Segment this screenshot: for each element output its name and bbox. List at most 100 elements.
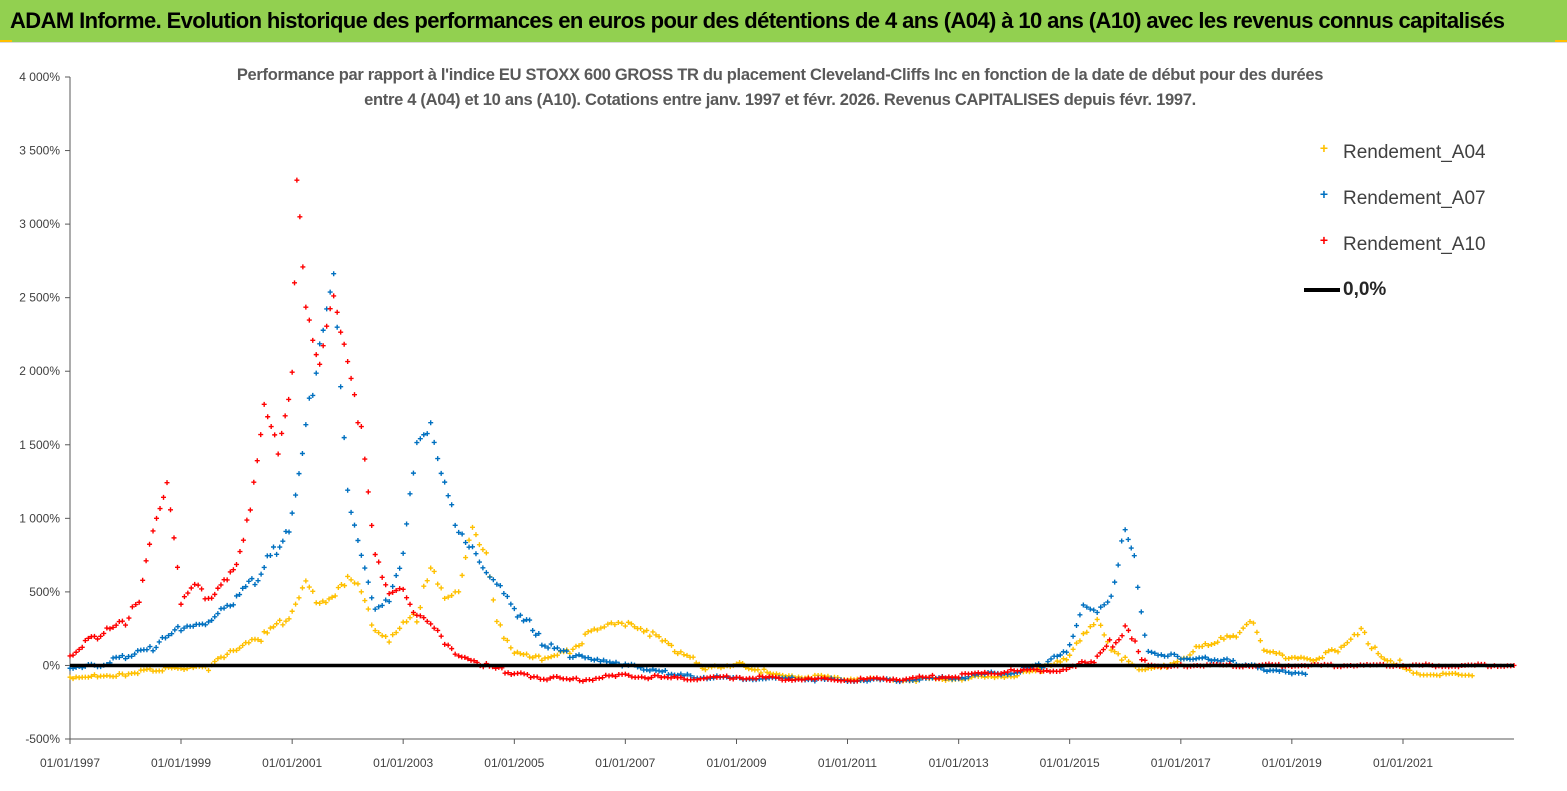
point-rendement-a04 xyxy=(181,666,187,672)
legend-line-zero xyxy=(1304,288,1340,292)
point-rendement-a10 xyxy=(324,323,330,329)
point-rendement-a07 xyxy=(320,327,326,333)
point-rendement-a04 xyxy=(527,654,533,660)
point-rendement-a04 xyxy=(1174,659,1180,665)
point-rendement-a07 xyxy=(404,521,410,527)
point-rendement-a04 xyxy=(159,668,165,674)
point-rendement-a10 xyxy=(874,675,880,681)
point-rendement-a07 xyxy=(407,491,413,497)
point-rendement-a04 xyxy=(647,633,653,639)
point-rendement-a04 xyxy=(1440,670,1446,676)
point-rendement-a04 xyxy=(483,550,489,556)
point-rendement-a07 xyxy=(390,583,396,589)
point-rendement-a04 xyxy=(1307,657,1313,663)
point-rendement-a10 xyxy=(982,669,988,675)
y-tick-label: 1 500% xyxy=(19,438,60,452)
point-rendement-a04 xyxy=(445,594,451,600)
point-rendement-a10 xyxy=(358,424,364,430)
point-rendement-a07 xyxy=(129,653,135,659)
point-rendement-a07 xyxy=(536,631,542,637)
point-rendement-a10 xyxy=(195,582,201,588)
point-rendement-a10 xyxy=(215,585,221,591)
point-rendement-a10 xyxy=(85,635,91,641)
point-rendement-a07 xyxy=(116,654,122,660)
point-rendement-a10 xyxy=(98,633,104,639)
point-rendement-a04 xyxy=(317,600,323,606)
point-rendement-a10 xyxy=(254,458,260,464)
point-rendement-a04 xyxy=(289,608,295,614)
point-rendement-a07 xyxy=(417,436,423,442)
point-rendement-a10 xyxy=(133,602,139,608)
point-rendement-a07 xyxy=(1286,669,1292,675)
point-rendement-a07 xyxy=(1205,656,1211,662)
point-rendement-a07 xyxy=(554,645,560,651)
point-rendement-a07 xyxy=(227,603,233,609)
point-rendement-a10 xyxy=(178,601,184,607)
point-rendement-a07 xyxy=(585,655,591,661)
point-rendement-a10 xyxy=(438,633,444,639)
point-rendement-a07 xyxy=(1087,606,1093,612)
point-rendement-a04 xyxy=(299,585,305,591)
point-rendement-a07 xyxy=(1122,527,1128,533)
point-rendement-a04 xyxy=(435,581,441,587)
legend-marker-a07: + xyxy=(1319,186,1329,202)
point-rendement-a04 xyxy=(1369,646,1375,652)
point-rendement-a04 xyxy=(386,639,392,645)
point-rendement-a07 xyxy=(480,565,486,571)
point-rendement-a04 xyxy=(91,672,97,678)
point-rendement-a07 xyxy=(576,652,582,658)
point-rendement-a04 xyxy=(428,565,434,571)
point-rendement-a04 xyxy=(514,649,520,655)
point-rendement-a07 xyxy=(237,592,243,598)
point-rendement-a07 xyxy=(1199,655,1205,661)
legend-item-a04: + Rendement_A04 xyxy=(1292,139,1502,169)
point-rendement-a04 xyxy=(1437,673,1443,679)
point-rendement-a07 xyxy=(175,624,181,630)
legend-item-a07: + Rendement_A07 xyxy=(1292,185,1502,215)
point-rendement-a10 xyxy=(1008,667,1014,673)
point-rendement-a04 xyxy=(274,621,280,627)
point-rendement-a10 xyxy=(452,651,458,657)
point-rendement-a10 xyxy=(365,489,371,495)
point-rendement-a04 xyxy=(277,617,283,623)
point-rendement-a04 xyxy=(1452,670,1458,676)
point-rendement-a04 xyxy=(376,630,382,636)
point-rendement-a10 xyxy=(67,653,73,659)
point-rendement-a04 xyxy=(1054,658,1060,664)
point-rendement-a04 xyxy=(1233,634,1239,640)
point-rendement-a10 xyxy=(1104,643,1110,649)
point-rendement-a04 xyxy=(517,651,523,657)
point-rendement-a04 xyxy=(702,667,708,673)
point-rendement-a07 xyxy=(597,658,603,664)
point-rendement-a10 xyxy=(913,675,919,681)
point-rendement-a07 xyxy=(438,470,444,476)
point-rendement-a10 xyxy=(435,627,441,633)
point-rendement-a04 xyxy=(390,632,396,638)
point-rendement-a07 xyxy=(1094,609,1100,615)
point-rendement-a04 xyxy=(1212,640,1218,646)
point-rendement-a10 xyxy=(567,677,573,683)
point-rendement-a04 xyxy=(335,585,341,591)
point-rendement-a10 xyxy=(292,280,298,286)
legend-item-zero-line: 0,0% xyxy=(1292,276,1502,306)
point-rendement-a07 xyxy=(243,584,249,590)
point-rendement-a04 xyxy=(280,622,286,628)
point-rendement-a04 xyxy=(591,626,597,632)
point-rendement-a07 xyxy=(424,431,430,437)
point-rendement-a07 xyxy=(230,602,236,608)
point-rendement-a04 xyxy=(585,629,591,635)
x-tick-label: 01/01/2013 xyxy=(929,756,989,770)
point-rendement-a04 xyxy=(1355,632,1361,638)
point-rendement-a10 xyxy=(773,674,779,680)
point-rendement-a04 xyxy=(342,583,348,589)
point-rendement-a10 xyxy=(1044,668,1050,674)
point-rendement-a04 xyxy=(594,627,600,633)
point-rendement-a10 xyxy=(456,653,462,659)
point-rendement-a07 xyxy=(258,571,264,577)
point-rendement-a04 xyxy=(1335,649,1341,655)
point-rendement-a10 xyxy=(639,674,645,680)
point-rendement-a07 xyxy=(656,668,662,674)
point-rendement-a10 xyxy=(1142,657,1148,663)
point-rendement-a04 xyxy=(641,629,647,635)
point-rendement-a10 xyxy=(279,430,285,436)
